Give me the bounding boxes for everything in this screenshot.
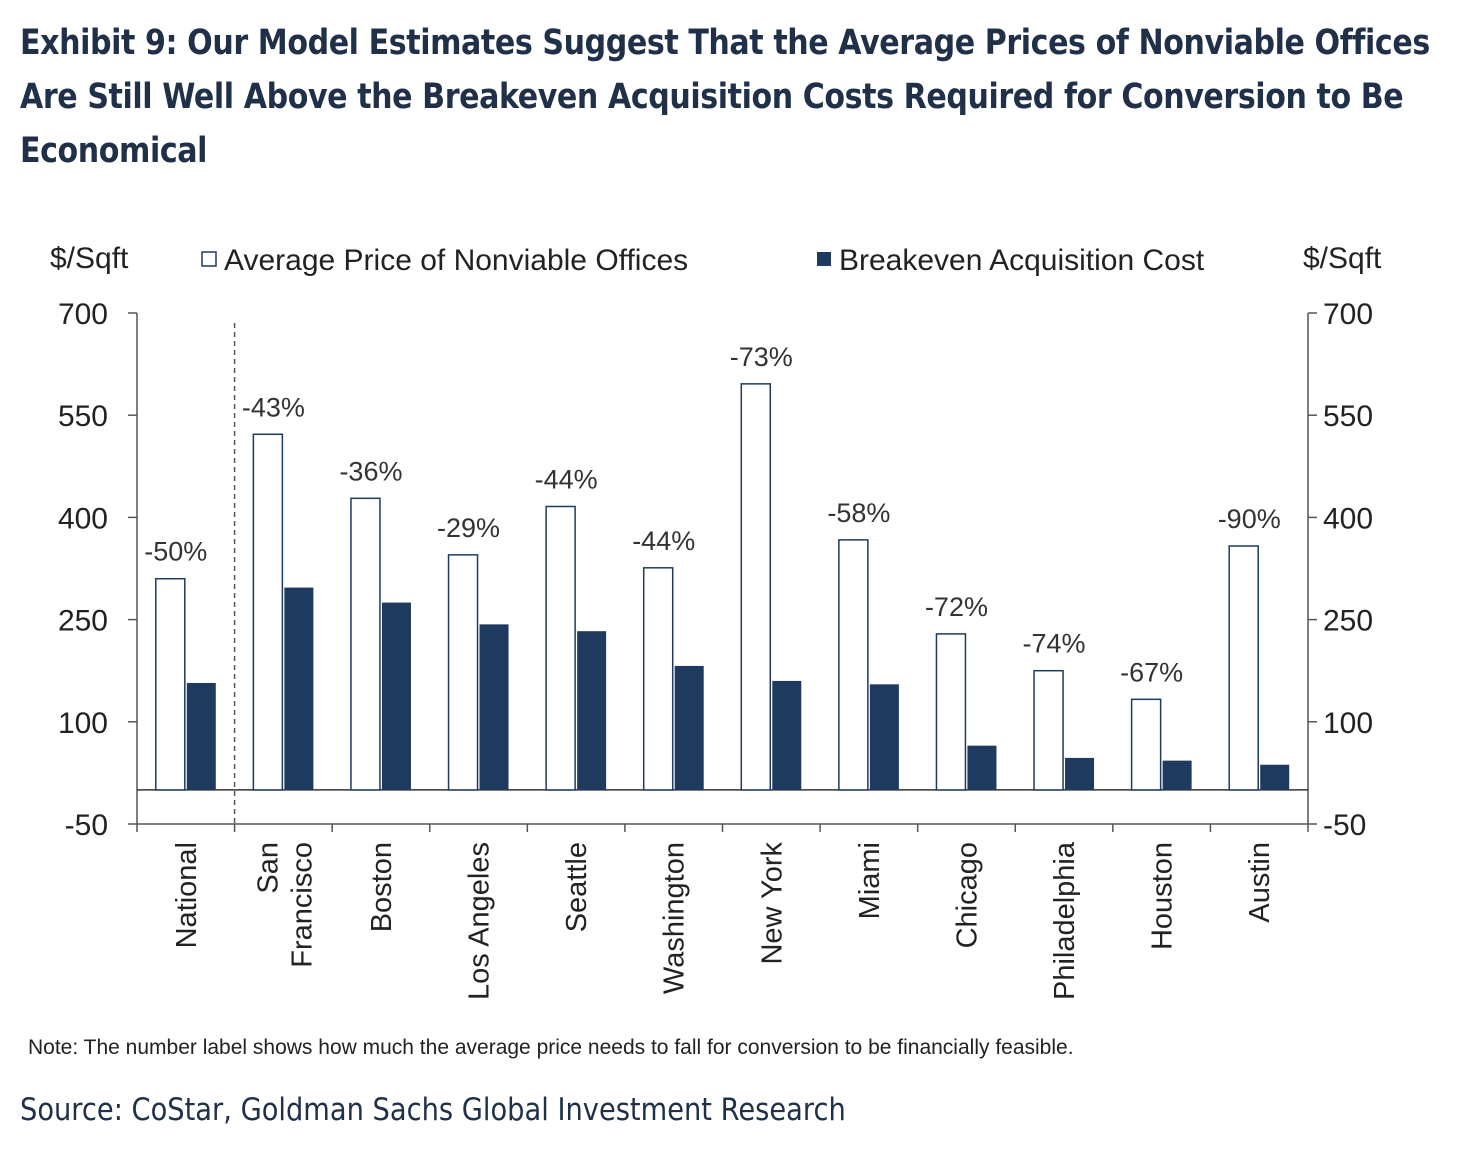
category-label-line: National <box>171 842 203 948</box>
right-axis-unit: $/Sqft <box>1303 242 1382 275</box>
category-label-line: New York <box>756 842 788 965</box>
chart-title: Exhibit 9: Our Model Estimates Suggest T… <box>20 16 1430 178</box>
category-label-line: Austin <box>1244 842 1276 923</box>
title-line-2: Are Still Well Above the Breakeven Acqui… <box>20 77 1404 117</box>
data-label: -43% <box>242 392 305 422</box>
left-y-tick-label: 400 <box>58 502 108 535</box>
category-label: National <box>171 842 203 948</box>
category-label: Chicago <box>951 842 983 948</box>
bar-average-price <box>350 497 381 791</box>
bar-average-price <box>1228 545 1259 791</box>
data-label: -58% <box>827 498 890 528</box>
bar-average-price <box>155 577 186 791</box>
bar-average-price <box>740 383 772 791</box>
source-line: Source: CoStar, Goldman Sachs Global Inv… <box>20 1092 846 1128</box>
bar-breakeven <box>381 602 411 790</box>
category-label: Philadelphia <box>1049 841 1081 1000</box>
right-y-tick-label: 100 <box>1323 707 1373 740</box>
data-label: -36% <box>339 456 402 486</box>
data-label: -72% <box>925 592 988 622</box>
left-y-tick-label: 250 <box>58 605 108 638</box>
category-label-line: San <box>252 842 284 894</box>
category-label: Seattle <box>561 842 593 932</box>
right-y-tick-label: 550 <box>1323 400 1373 433</box>
right-y-tick-label: 400 <box>1323 502 1373 535</box>
bar-breakeven <box>869 684 899 790</box>
category-label-line: Houston <box>1147 842 1179 950</box>
category-label-line: Washington <box>659 842 691 994</box>
bar-breakeven <box>577 631 607 790</box>
bar-breakeven <box>284 587 314 790</box>
left-axis-unit: $/Sqft <box>50 242 129 275</box>
left-y-tick-label: 550 <box>58 400 108 433</box>
category-label-line: Philadelphia <box>1049 841 1081 1000</box>
right-y-tick-label: 700 <box>1323 298 1373 331</box>
bar-breakeven <box>967 745 997 790</box>
legend-label-breakeven: Breakeven Acquisition Cost <box>839 244 1205 277</box>
bar-breakeven <box>479 624 509 790</box>
bar-average-price <box>935 633 967 791</box>
title-line-3: Economical <box>20 131 208 171</box>
category-label: Austin <box>1244 842 1276 923</box>
bar-breakeven <box>186 682 216 790</box>
data-label: -74% <box>1023 629 1086 659</box>
category-label: Houston <box>1147 842 1179 950</box>
left-y-tick-label: 700 <box>58 298 108 331</box>
bar-average-price <box>838 539 869 791</box>
data-label: -29% <box>437 513 500 543</box>
bar-breakeven <box>674 665 704 790</box>
chart-note: Note: The number label shows how much th… <box>28 1036 1074 1059</box>
bar-average-price <box>1130 698 1162 791</box>
bar-breakeven <box>1065 757 1095 790</box>
data-label: -90% <box>1218 504 1281 534</box>
category-label: Los Angeles <box>464 842 496 1000</box>
category-label-line: Francisco <box>286 842 318 968</box>
category-label-line: Los Angeles <box>464 842 496 1000</box>
data-label: -44% <box>632 526 695 556</box>
category-label: SanFrancisco <box>252 842 318 968</box>
legend-swatch-breakeven <box>817 252 831 266</box>
category-label-line: Miami <box>854 842 886 919</box>
title-line-1: Exhibit 9: Our Model Estimates Suggest T… <box>20 23 1430 63</box>
category-label: Boston <box>366 842 398 932</box>
data-label: -67% <box>1120 657 1183 687</box>
bar-average-price <box>642 567 674 791</box>
bar-breakeven <box>772 680 802 790</box>
category-label: Miami <box>854 842 886 919</box>
bar-average-price <box>252 433 284 791</box>
data-label: -50% <box>144 537 207 567</box>
category-label-line: Chicago <box>951 842 983 948</box>
category-label-line: Boston <box>366 842 398 932</box>
left-y-tick-label: 100 <box>58 707 108 740</box>
data-label: -73% <box>730 342 793 372</box>
right-y-tick-label: 250 <box>1323 605 1373 638</box>
bar-average-price <box>1033 669 1064 791</box>
bar-chart: Average Price of Nonviable Offices Breake… <box>50 242 1382 1000</box>
category-label-line: Seattle <box>561 842 593 932</box>
category-label: New York <box>756 842 788 965</box>
bar-average-price <box>545 505 576 791</box>
bar-breakeven <box>1260 764 1290 790</box>
bar-average-price <box>447 554 479 791</box>
left-y-tick-label: -50 <box>65 809 108 842</box>
category-label: Washington <box>659 842 691 994</box>
legend-swatch-average-price <box>201 251 217 267</box>
bar-breakeven <box>1162 760 1192 790</box>
legend-label-average-price: Average Price of Nonviable Offices <box>224 244 688 277</box>
data-label: -44% <box>535 464 598 494</box>
right-y-tick-label: -50 <box>1323 809 1366 842</box>
